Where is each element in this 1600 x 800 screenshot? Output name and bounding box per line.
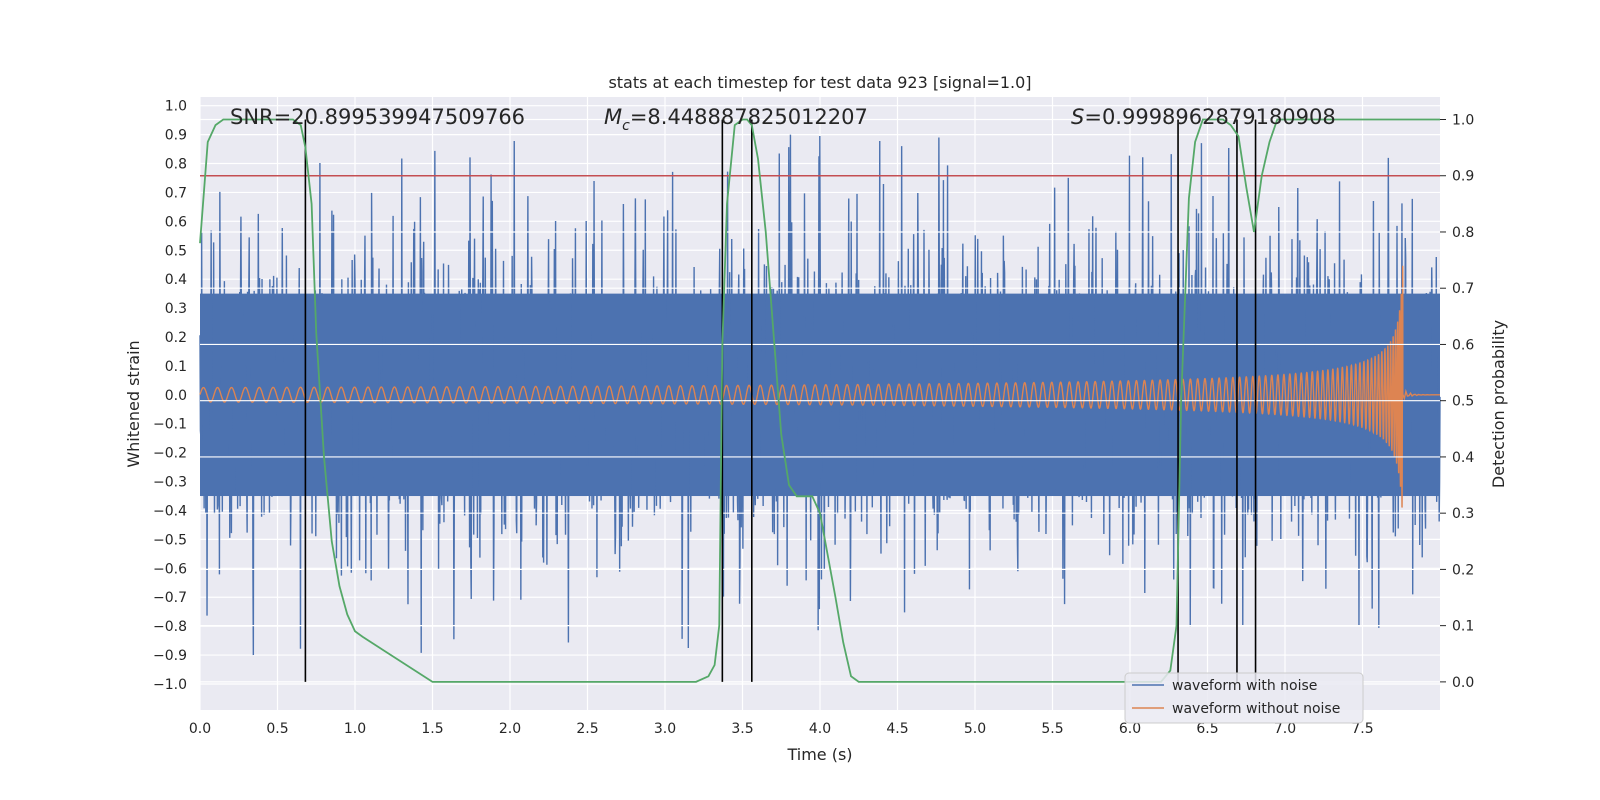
y-right-tick-label: 0.7 (1452, 281, 1474, 297)
y-left-tick-label: −0.9 (153, 648, 187, 664)
x-tick-label: 1.0 (344, 721, 366, 737)
y-left-tick-label: −0.4 (153, 503, 187, 519)
y-left-tick-label: 0.7 (165, 185, 187, 201)
y-left-tick-label: −1.0 (153, 677, 187, 693)
y-right-tick-label: 0.4 (1452, 450, 1474, 466)
y-left-tick-label: −0.6 (153, 561, 187, 577)
snr-annotation: SNR=20.899539947509766 (230, 105, 525, 129)
y-left-tick-label: 0.9 (165, 128, 187, 144)
y-left-tick-label: 0.3 (165, 301, 187, 317)
y-right-tick-label: 0.9 (1452, 169, 1474, 185)
y-left-axis-ticks: 1.0 0.9 0.8 0.7 0.6 0.5 0.4 0.3 0.2 0.1 0.0 −0.1 −0.… (153, 99, 187, 693)
y-left-axis-title: Whitened strain (124, 340, 143, 467)
y-left-tick-label: −0.8 (153, 619, 187, 635)
y-right-tick-label: 0.8 (1452, 225, 1474, 241)
legend: waveform with noise waveform without noi… (1124, 672, 1364, 724)
noise-trace (199, 134, 1441, 656)
y-right-tick-label: 0.3 (1452, 506, 1474, 522)
chirp-trace (199, 265, 1441, 508)
y-left-tick-label: 0.4 (165, 272, 187, 288)
chirp-mass-value: =8.448887825012207 (630, 105, 868, 129)
x-tick-label: 0.5 (266, 721, 288, 737)
y-left-tick-label: 0.8 (165, 157, 187, 173)
y-left-tick-label: −0.1 (153, 417, 187, 433)
x-tick-label: 5.5 (1041, 721, 1063, 737)
y-right-axis-ticks: 1.0 0.9 0.8 0.7 0.6 0.5 0.4 0.3 0.2 0.1 0.0 (1440, 112, 1474, 691)
y-left-tick-label: 0.1 (165, 359, 187, 375)
x-tick-label: 2.0 (499, 721, 521, 737)
y-right-tick-label: 0.5 (1452, 394, 1474, 410)
y-left-tick-label: −0.7 (153, 590, 187, 606)
score-value: =0.9998962879180908 (1084, 105, 1335, 129)
y-left-tick-label: −0.2 (153, 446, 187, 462)
y-right-tick-label: 1.0 (1452, 112, 1474, 128)
x-tick-label: 0.0 (189, 721, 211, 737)
y-left-tick-label: 1.0 (165, 99, 187, 115)
y-left-tick-label: 0.0 (165, 388, 187, 404)
x-tick-label: 6.5 (1196, 721, 1218, 737)
x-tick-label: 7.5 (1351, 721, 1373, 737)
x-tick-label: 3.0 (654, 721, 676, 737)
y-left-tick-label: 0.2 (165, 330, 187, 346)
legend-box (1124, 672, 1364, 724)
x-tick-label: 5.0 (964, 721, 986, 737)
series-detection-probability (199, 118, 1440, 683)
y-right-tick-label: 0.1 (1452, 619, 1474, 635)
x-tick-label: 4.5 (886, 721, 908, 737)
series-waveform-with-noise (199, 134, 1441, 656)
legend-label-waveform-without-noise: waveform without noise (1172, 701, 1340, 717)
x-tick-label: 2.5 (576, 721, 598, 737)
x-tick-label: 3.5 (731, 721, 753, 737)
x-axis-ticks: 0.0 0.5 1.0 1.5 2.0 2.5 3.0 3.5 4.0 4.5 5.0 5.5 6.0 6… (189, 721, 1374, 737)
legend-label-waveform-with-noise: waveform with noise (1172, 678, 1317, 694)
x-tick-label: 7.0 (1274, 721, 1296, 737)
y-right-axis-title: Detection probability (1489, 320, 1508, 488)
x-axis-title: Time (s) (786, 745, 852, 764)
y-right-tick-label: 0.0 (1452, 675, 1474, 691)
x-tick-label: 4.0 (809, 721, 831, 737)
chirp-mass-subscript: c (622, 118, 630, 134)
y-right-tick-label: 0.6 (1452, 337, 1474, 353)
y-left-tick-label: 0.5 (165, 243, 187, 259)
chart-title: stats at each timestep for test data 923… (608, 73, 1031, 92)
y-left-tick-label: −0.5 (153, 532, 187, 548)
chirp-mass-symbol: M (604, 105, 622, 129)
x-tick-label: 6.0 (1119, 721, 1141, 737)
series-waveform-without-noise (199, 265, 1441, 508)
y-right-tick-label: 0.2 (1452, 562, 1474, 578)
x-tick-label: 1.5 (421, 721, 443, 737)
score-annotation: S=0.9998962879180908 (1071, 105, 1336, 129)
chirp-mass-annotation: Mc=8.448887825012207 (604, 105, 868, 134)
y-left-tick-label: −0.3 (153, 475, 187, 491)
y-left-tick-label: 0.6 (165, 214, 187, 230)
score-symbol: S (1071, 105, 1084, 129)
